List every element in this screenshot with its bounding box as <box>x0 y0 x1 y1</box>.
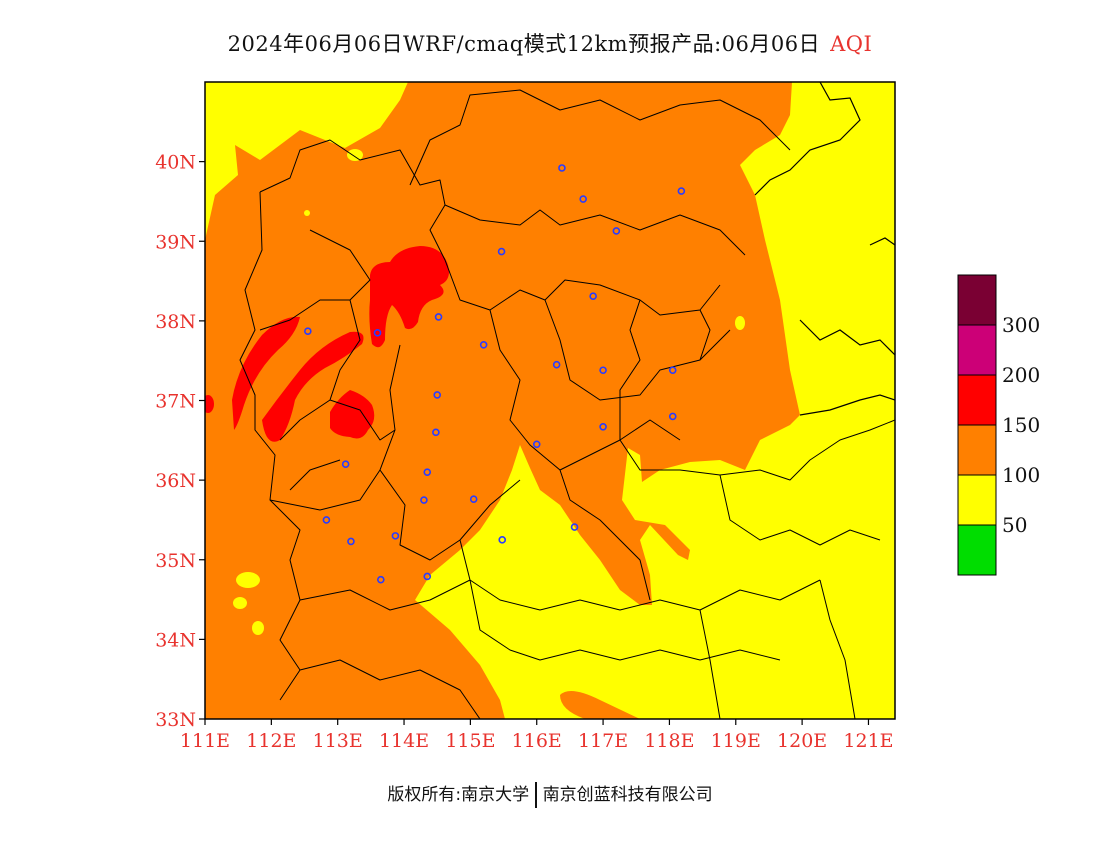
aqi-hole-7 <box>304 210 310 216</box>
lat-tick-label: 37N <box>155 391 196 413</box>
station-marker <box>391 532 400 540</box>
station-marker <box>347 537 355 546</box>
lat-tick-label: 39N <box>155 231 196 253</box>
station-marker <box>498 536 507 544</box>
station-marker <box>479 340 488 349</box>
copyright-left: 版权所有:南京大学 <box>387 785 530 805</box>
station-marker <box>434 313 443 321</box>
station-marker <box>432 428 440 437</box>
aqi-hole-5 <box>252 621 264 635</box>
aqi-region-red-south <box>330 390 375 439</box>
station-marker <box>322 516 331 524</box>
station-marker <box>599 366 607 375</box>
aqi-hole-2 <box>347 149 363 161</box>
station-marker <box>668 412 677 421</box>
legend-swatch <box>957 324 997 376</box>
station-marker <box>373 329 382 337</box>
station-marker <box>469 495 478 504</box>
station-marker <box>579 195 587 203</box>
aqi-legend: 300 200 150 100 50 <box>957 274 1040 576</box>
lat-tick-label: 33N <box>155 709 196 731</box>
legend-label: 50 <box>1002 513 1027 537</box>
station-marker <box>497 247 506 256</box>
copyright-footer: 版权所有:南京大学 南京创蓝科技有限公司 <box>0 780 1100 808</box>
station-marker <box>341 460 350 469</box>
lon-tick-label: 114E <box>379 730 429 752</box>
legend-swatch <box>957 374 997 426</box>
station-marker <box>423 572 432 581</box>
aqi-region-red-west-band <box>232 316 300 430</box>
aqi-hole-4 <box>233 597 247 609</box>
station-marker <box>589 292 597 300</box>
legend-label: 100 <box>1002 463 1040 487</box>
aqi-region-red-mid-band <box>262 331 364 442</box>
legend-label: 150 <box>1002 413 1040 437</box>
lon-tick-label: 113E <box>313 730 363 752</box>
station-marker <box>532 440 541 449</box>
legend-swatch <box>957 524 997 576</box>
legend-label: 300 <box>1002 313 1040 337</box>
legend-swatch <box>957 274 997 326</box>
station-marker <box>423 468 432 476</box>
station-marker <box>377 575 385 584</box>
lat-tick-label: 36N <box>155 470 196 492</box>
lon-tick-label: 121E <box>843 730 893 752</box>
coastline <box>754 82 895 416</box>
station-marker <box>558 164 566 172</box>
station-marker <box>668 366 677 375</box>
lat-tick-label: 34N <box>155 629 196 651</box>
station-markers <box>304 164 686 584</box>
station-marker <box>677 187 686 195</box>
lon-tick-label: 111E <box>180 730 230 752</box>
aqi-hole-1 <box>338 128 362 142</box>
aqi-region-orange-south <box>560 691 640 719</box>
aqi-hole-6 <box>735 316 745 330</box>
aqi-fill-layer <box>205 82 895 719</box>
lon-tick-label: 117E <box>578 730 628 752</box>
station-marker <box>599 422 607 431</box>
station-marker <box>612 227 621 235</box>
lon-tick-label: 120E <box>777 730 827 752</box>
legend-swatch <box>957 474 997 526</box>
boundary-lines <box>239 89 895 719</box>
station-marker <box>420 496 428 504</box>
copyright-right: 南京创蓝科技有限公司 <box>542 785 713 805</box>
lat-tick-label: 38N <box>155 311 196 333</box>
lon-tick-label: 119E <box>711 730 761 752</box>
lon-tick-label: 115E <box>445 730 495 752</box>
legend-swatch <box>957 424 997 476</box>
footer-separator <box>535 782 537 808</box>
lon-tick-label: 116E <box>512 730 562 752</box>
title-aqi-tag: AQI <box>830 32 873 56</box>
station-marker <box>552 360 561 369</box>
aqi-region-red-north <box>369 246 449 348</box>
legend-label: 200 <box>1002 363 1040 387</box>
lat-tick-label: 35N <box>155 550 196 572</box>
map-title: 2024年06月06日WRF/cmaq模式12km预报产品:06月06日 AQI <box>0 28 1100 58</box>
aqi-hole-3 <box>236 572 260 588</box>
title-main: 2024年06月06日WRF/cmaq模式12km预报产品:06月06日 <box>227 32 821 56</box>
lon-tick-label: 112E <box>246 730 296 752</box>
station-marker <box>304 327 312 336</box>
aqi-region-orange-main <box>205 82 800 719</box>
lon-tick-label: 118E <box>644 730 694 752</box>
lat-tick-label: 40N <box>155 152 196 174</box>
station-marker <box>570 523 579 531</box>
station-marker <box>433 391 442 399</box>
aqi-region-red-edge <box>205 395 214 413</box>
